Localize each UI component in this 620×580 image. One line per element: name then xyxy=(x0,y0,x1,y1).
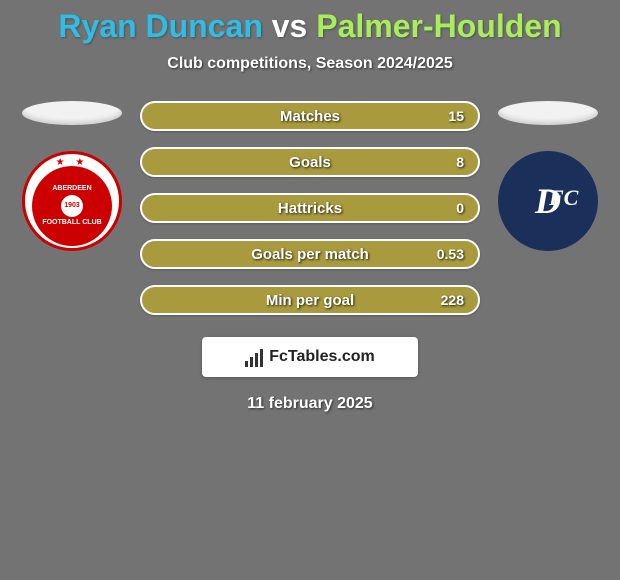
subtitle: Club competitions, Season 2024/2025 xyxy=(0,55,620,73)
brand-text: FcTables.com xyxy=(269,348,375,366)
stat-label: Hattricks xyxy=(278,200,342,217)
stat-value-right: 0.53 xyxy=(437,246,464,262)
stat-bar: Min per goal 228 xyxy=(140,285,480,315)
chart-icon xyxy=(245,347,263,367)
page-title: Ryan Duncan vs Palmer-Houlden xyxy=(0,8,620,45)
stat-label: Goals xyxy=(289,154,331,171)
left-club-column: ★ ★ ABERDEEN 1903 FOOTBALL CLUB xyxy=(22,101,122,251)
comparison-card: Ryan Duncan vs Palmer-Houlden Club compe… xyxy=(0,0,620,580)
stat-bar: Matches 15 xyxy=(140,101,480,131)
placeholder-oval-right xyxy=(498,101,598,125)
left-club-text-top: ABERDEEN xyxy=(52,185,91,193)
left-club-inner: ABERDEEN 1903 FOOTBALL CLUB xyxy=(32,166,112,246)
stats-section: ★ ★ ABERDEEN 1903 FOOTBALL CLUB Matches 1… xyxy=(0,101,620,315)
right-club-badge: DFC xyxy=(498,151,598,251)
left-club-year: 1903 xyxy=(61,195,83,217)
placeholder-oval-left xyxy=(22,101,122,125)
stat-label: Matches xyxy=(280,108,340,125)
player-1-name: Ryan Duncan xyxy=(58,8,262,44)
player-2-name: Palmer-Houlden xyxy=(316,8,561,44)
stat-value-right: 8 xyxy=(456,154,464,170)
right-club-monogram: DFC xyxy=(535,180,561,222)
left-club-text-bot: FOOTBALL CLUB xyxy=(42,219,101,227)
stat-bar: Goals 8 xyxy=(140,147,480,177)
date-label: 11 february 2025 xyxy=(0,395,620,413)
stat-label: Goals per match xyxy=(251,246,369,263)
stat-value-right: 0 xyxy=(456,200,464,216)
stat-label: Min per goal xyxy=(266,292,354,309)
stat-bar: Hattricks 0 xyxy=(140,193,480,223)
stat-value-right: 228 xyxy=(441,292,464,308)
stat-bar: Goals per match 0.53 xyxy=(140,239,480,269)
right-club-column: DFC xyxy=(498,101,598,251)
stat-value-right: 15 xyxy=(448,108,464,124)
stat-bars: Matches 15 Goals 8 Hattricks 0 Goals per match… xyxy=(140,101,480,315)
title-separator: vs xyxy=(272,8,308,44)
left-club-badge: ★ ★ ABERDEEN 1903 FOOTBALL CLUB xyxy=(22,151,122,251)
brand-box: FcTables.com xyxy=(202,337,418,377)
